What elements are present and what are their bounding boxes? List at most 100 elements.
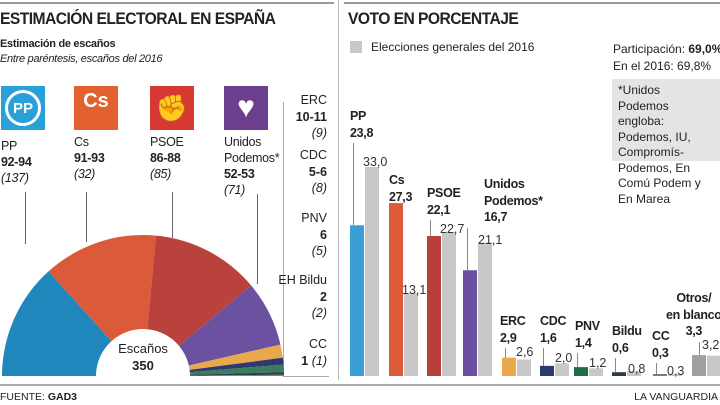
seat-segment-cs xyxy=(48,235,156,342)
seat-segment-eh-bildu xyxy=(189,372,284,376)
participation: Participación: 69,0% xyxy=(613,42,720,56)
label-eh-bildu: EH Bildu 2 (2) xyxy=(278,273,327,320)
bar-label-pnv: PNV 1,4 xyxy=(575,319,600,350)
bar-label-bildu: Bildu 0,6 xyxy=(612,324,642,355)
bar-estimate-erc xyxy=(502,357,516,376)
vote-bar-chart xyxy=(350,167,720,376)
source: FUENTE: GAD3 xyxy=(0,391,78,403)
bar-estimate-cc xyxy=(653,374,667,376)
value-estimate-bildu: 0,6 xyxy=(612,340,629,355)
seat-segment-cc xyxy=(189,374,284,376)
footnote-box: *Unidos Podemos engloba: Podemos, IU, Co… xyxy=(612,79,720,206)
value-2016-cs: 13,1 xyxy=(402,283,427,297)
bar-label-cc: CC 0,3 xyxy=(652,329,670,360)
bar-label-cs: Cs 27,3 xyxy=(389,173,413,204)
bar-estimate-pp xyxy=(350,225,364,376)
bottom-rule xyxy=(0,384,720,386)
leader-line-cdc xyxy=(543,348,544,366)
bar-2016-unidos-podemos xyxy=(478,242,492,376)
bar-estimate-unidos-podemos xyxy=(463,270,477,376)
hemicycle-center: Escaños 350 xyxy=(103,340,183,374)
participation-2016: En el 2016: 69,8% xyxy=(613,59,712,73)
left-title: ESTIMACIÓN ELECTORAL EN ESPAÑA xyxy=(0,9,276,28)
seats-note: Entre paréntesis, escaños del 2016 xyxy=(0,53,163,65)
label-pnv: PNV 6 (5) xyxy=(301,211,327,258)
value-estimate-cc: 0,3 xyxy=(652,345,669,360)
brand: LA VANGUARDIA xyxy=(634,391,718,403)
leader-line-otros-en-blanco xyxy=(699,341,700,356)
bar-label-erc: ERC 2,9 xyxy=(500,314,526,345)
small-parties-bracket xyxy=(283,102,284,376)
value-2016-otros-en-blanco: 3,2 xyxy=(702,338,720,352)
label-cdc: CDC 5-6 (8) xyxy=(299,148,327,195)
value-2016-bildu: 0,8 xyxy=(628,362,646,376)
leader-line-unidos-podemos xyxy=(257,194,258,284)
leader-line-pnv xyxy=(577,353,578,368)
leader-line-pp xyxy=(25,192,26,244)
label-psoe: PSOE 86-88 (85) xyxy=(150,135,184,181)
leader-line-pp xyxy=(353,143,354,226)
center-value: 350 xyxy=(132,358,154,373)
bracket-base xyxy=(283,376,329,377)
value-estimate-cdc: 1,6 xyxy=(540,330,557,345)
value-estimate-psoe: 22,1 xyxy=(427,202,451,217)
value-estimate-pp: 23,8 xyxy=(350,125,374,140)
leader-line-cs xyxy=(86,192,87,242)
bar-estimate-psoe xyxy=(427,236,441,376)
value-estimate-pnv: 1,4 xyxy=(575,335,592,350)
bar-label-psoe: PSOE 22,1 xyxy=(427,186,461,217)
bar-label-pp: PP 23,8 xyxy=(350,109,374,140)
value-estimate-cs: 27,3 xyxy=(389,189,413,204)
label-cc: CC 1 (1) xyxy=(301,337,327,368)
leader-line-erc xyxy=(505,348,506,358)
value-2016-unidos-podemos: 21,1 xyxy=(478,233,503,247)
top-rule-left xyxy=(0,2,334,4)
value-estimate-unidos-podemos: 16,7 xyxy=(484,210,508,224)
label-erc: ERC 10-11 (9) xyxy=(295,93,327,140)
value-2016-erc: 2,6 xyxy=(516,345,534,359)
label-pp: PP 92-94 (137) xyxy=(1,139,32,185)
seat-segment-erc xyxy=(188,344,283,370)
seats-hemicycle xyxy=(2,235,284,376)
legend-label-2016: Elecciones generales del 2016 xyxy=(371,40,535,54)
bar-2016-cc xyxy=(668,374,682,376)
label-unidos-podemos: Unidos Podemos* 52-53 (71) xyxy=(224,135,280,197)
leader-line-psoe xyxy=(430,220,431,237)
pp-logo: PP xyxy=(1,86,45,130)
bar-2016-cs xyxy=(404,293,418,376)
psoe-rose-fist-logo: ✊ xyxy=(150,86,194,130)
panel-divider xyxy=(338,0,339,380)
bar-estimate-cdc xyxy=(540,365,554,376)
leader-line-cc xyxy=(656,363,657,375)
bar-estimate-cs xyxy=(389,203,403,376)
value-2016-cdc: 2,0 xyxy=(555,351,573,365)
bar-label-otros-en-blanco: Otros/en blanco 3,3 xyxy=(666,291,720,338)
leader-line-psoe xyxy=(172,192,173,238)
center-label: Escaños xyxy=(118,341,168,356)
bar-estimate-otros-en-blanco xyxy=(692,355,706,376)
leader-line-unidos-podemos xyxy=(467,227,468,271)
bar-label-unidos-podemos: Unidos Podemos* 16,7 xyxy=(484,177,543,224)
seat-segment-psoe xyxy=(147,235,252,346)
cs-logo: Cs xyxy=(74,86,118,130)
value-estimate-erc: 2,9 xyxy=(500,330,517,345)
bar-2016-psoe xyxy=(442,232,456,376)
top-rule-right xyxy=(344,2,720,4)
seats-subtitle: Estimación de escaños xyxy=(0,38,116,50)
bar-estimate-pnv xyxy=(574,367,588,376)
unidos-podemos-heart-logo: ♥ xyxy=(224,86,268,130)
bar-2016-otros-en-blanco xyxy=(707,355,720,376)
bar-2016-cdc xyxy=(555,363,569,376)
seat-segment-pnv xyxy=(189,364,284,375)
bar-2016-pnv xyxy=(589,368,603,376)
value-2016-psoe: 22,7 xyxy=(440,222,465,236)
leader-line-bildu xyxy=(615,358,616,373)
seat-segment-cdc xyxy=(189,357,284,373)
value-2016-pp: 33,0 xyxy=(363,155,388,169)
bar-2016-erc xyxy=(517,359,531,376)
value-estimate-otros-en-blanco: 3,3 xyxy=(685,324,703,338)
bar-estimate-bildu xyxy=(612,372,626,376)
seat-segment-pp xyxy=(2,271,112,376)
value-2016-cc: 0,3 xyxy=(667,364,685,378)
legend-swatch-2016 xyxy=(350,41,362,53)
